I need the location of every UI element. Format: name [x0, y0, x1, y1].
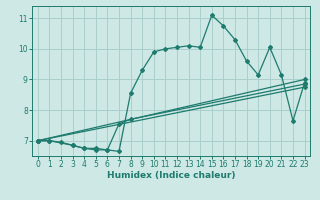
X-axis label: Humidex (Indice chaleur): Humidex (Indice chaleur) [107, 171, 236, 180]
